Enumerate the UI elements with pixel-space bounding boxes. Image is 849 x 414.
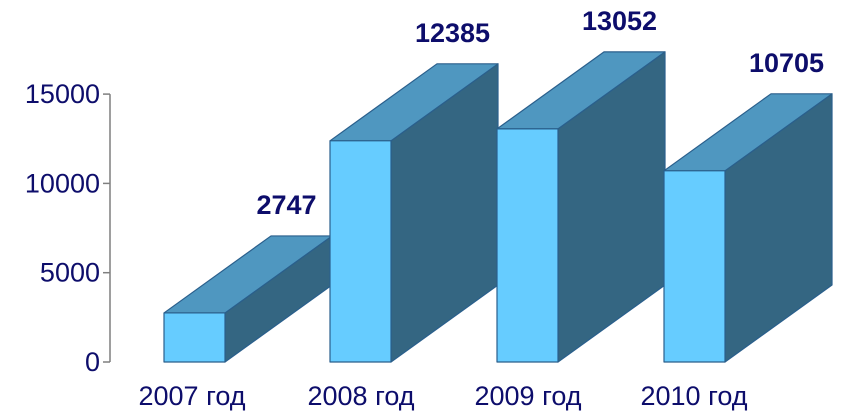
bars — [163, 51, 833, 363]
data-label: 10705 — [749, 48, 824, 78]
bar-2009 — [496, 51, 666, 363]
y-axis: 0 5000 10000 15000 — [25, 79, 111, 377]
x-category-label: 2007 год — [139, 381, 246, 411]
bar-front-face — [163, 312, 226, 363]
bar-front-face — [329, 140, 392, 363]
x-category-label: 2009 год — [475, 381, 582, 411]
y-tick-label: 5000 — [40, 258, 100, 288]
data-label: 12385 — [415, 18, 490, 48]
y-tick-label: 0 — [85, 347, 100, 377]
data-label: 2747 — [256, 190, 316, 220]
labels: 2747 2007 год 12385 2008 год 13052 2009 год 10… — [139, 6, 825, 411]
bar-2008 — [329, 63, 499, 363]
bar-2007 — [163, 235, 333, 363]
y-tick-label: 10000 — [25, 168, 100, 198]
x-category-label: 2008 год — [308, 381, 415, 411]
bar-front-face — [663, 170, 726, 363]
bar-front-face — [496, 128, 559, 363]
bar-2010 — [663, 93, 833, 363]
y-tick-label: 15000 — [25, 79, 100, 109]
x-category-label: 2010 год — [641, 381, 748, 411]
data-label: 13052 — [582, 6, 657, 36]
